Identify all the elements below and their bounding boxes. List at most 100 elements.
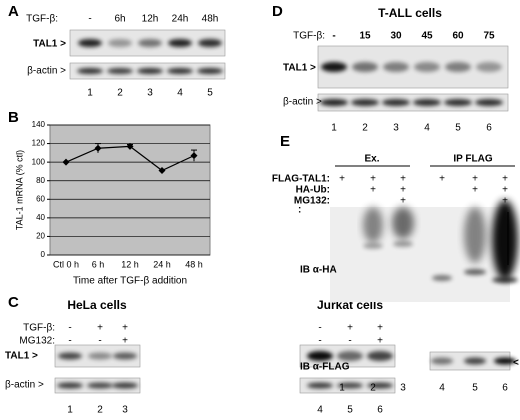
lane-number: 5 (455, 123, 461, 134)
band (87, 382, 113, 389)
band (432, 275, 452, 281)
band (78, 39, 102, 47)
panel-title: T-ALL cells (378, 6, 442, 20)
sign: + (97, 323, 103, 334)
sign: - (318, 323, 321, 334)
smear (392, 207, 414, 239)
sign: + (472, 185, 478, 196)
condition: 12h (142, 14, 159, 25)
panel-label: B (8, 109, 19, 126)
sign: + (400, 174, 406, 185)
marker (190, 152, 198, 160)
band (197, 68, 223, 74)
x-tick-label: 24 h (153, 259, 171, 269)
sign: - (348, 336, 351, 347)
x-tick-label: Ctl 0 h (53, 259, 79, 269)
marker (158, 167, 166, 174)
band (367, 351, 393, 361)
blot-label: β-actin > (283, 97, 322, 108)
condition: 45 (421, 31, 433, 42)
band (494, 357, 516, 365)
band (414, 62, 440, 72)
lane-number: 2 (362, 123, 368, 134)
y-axis-label: TAL-1 mRNA (% ctl) (14, 150, 24, 230)
lane-number: 2 (117, 88, 123, 99)
band (107, 68, 133, 74)
marker (62, 158, 70, 166)
x-axis-label: Time after TGF-β addition (73, 276, 187, 287)
sign: - (68, 336, 71, 347)
band (113, 352, 137, 360)
y-tick-label: 80 (36, 176, 45, 185)
sign: + (339, 174, 345, 185)
blot-label: β-actin > (27, 66, 66, 77)
sign: + (377, 336, 383, 347)
condition: 48h (202, 14, 219, 25)
lane-number: 3 (147, 88, 153, 99)
condition: 75 (483, 31, 495, 42)
row-label: MG132: (19, 336, 55, 347)
sign: + (370, 174, 376, 185)
condition: 60 (452, 31, 464, 42)
smear (363, 207, 383, 243)
sign: + (502, 174, 508, 185)
marker (94, 144, 102, 152)
cell-line: HeLa cells (67, 298, 127, 312)
band (363, 243, 383, 249)
lane-number: 1 (339, 383, 345, 394)
row-label: HA-Ub: (296, 185, 330, 196)
lane-number: 6 (377, 405, 383, 416)
condition: 15 (359, 31, 371, 42)
row-label: FLAG-TAL1: (272, 174, 330, 185)
band (431, 357, 453, 365)
row-label: TGF-β: (23, 323, 55, 334)
marker (126, 142, 134, 150)
band (108, 39, 132, 47)
lane-number: 6 (502, 383, 508, 394)
band (476, 62, 502, 72)
band (57, 382, 83, 389)
sign: - (68, 323, 71, 334)
band (88, 352, 112, 360)
band (198, 39, 222, 47)
lane-number: 2 (370, 383, 376, 394)
y-tick-label: 20 (36, 232, 45, 241)
lane-number: 3 (393, 123, 399, 134)
y-tick-label: 100 (32, 157, 46, 166)
sign: + (347, 323, 353, 334)
band (337, 351, 363, 361)
blot-label: β-actin > (5, 380, 44, 391)
band (351, 99, 379, 106)
band (413, 99, 441, 106)
sign: + (400, 196, 406, 207)
sign: + (439, 174, 445, 185)
smear (464, 207, 486, 263)
treatment-label: TGF-β: (26, 14, 58, 25)
blot-label: TAL1 > (5, 351, 38, 362)
lane-number: 5 (207, 88, 213, 99)
band (321, 62, 347, 72)
blot-label: TAL1 > (283, 63, 316, 74)
blot-label: IB α-FLAG (300, 362, 350, 373)
band (464, 357, 486, 365)
band (112, 382, 138, 389)
lane-number: 5 (472, 383, 478, 394)
lane-number: 1 (67, 405, 73, 416)
lane-number: 4 (317, 405, 323, 416)
condition: 6h (114, 14, 125, 25)
sign: + (472, 174, 478, 185)
sign: + (377, 323, 383, 334)
blot-label: TAL1 > (33, 39, 66, 50)
lane-number: 2 (97, 405, 103, 416)
band (475, 99, 503, 106)
band (138, 39, 162, 47)
group-label: Ex. (364, 154, 379, 165)
band (445, 62, 471, 72)
sign: + (370, 185, 376, 196)
x-tick-label: 48 h (185, 259, 203, 269)
band (58, 352, 82, 360)
band (307, 382, 333, 389)
panel-label: E (280, 133, 290, 150)
lane-number: 6 (486, 123, 492, 134)
